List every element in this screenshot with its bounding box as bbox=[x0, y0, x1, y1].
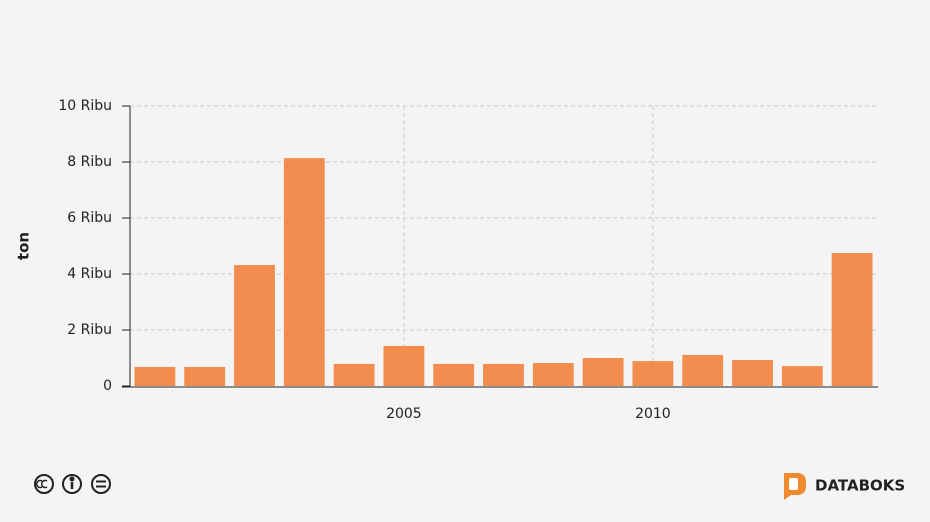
bar bbox=[682, 354, 724, 386]
bar bbox=[184, 366, 226, 386]
y-tick-label: 6 Ribu bbox=[67, 210, 112, 226]
bar bbox=[582, 358, 624, 386]
x-tick-label: 2005 bbox=[386, 406, 422, 422]
bars bbox=[134, 158, 873, 386]
bar bbox=[532, 363, 574, 386]
bar bbox=[333, 363, 375, 386]
bar bbox=[483, 363, 524, 386]
bar bbox=[134, 366, 176, 386]
brand-name: DATABOKS bbox=[815, 477, 905, 495]
bar bbox=[781, 366, 823, 386]
y-tick-label: 0 bbox=[103, 378, 112, 394]
brand-logo bbox=[784, 473, 806, 500]
bar bbox=[383, 345, 425, 386]
license-icons bbox=[34, 474, 111, 494]
y-tick-label: 2 Ribu bbox=[67, 322, 112, 338]
bar bbox=[433, 363, 475, 386]
bar bbox=[632, 361, 674, 386]
x-tick-label: 2010 bbox=[635, 406, 671, 422]
y-tick-label: 10 Ribu bbox=[58, 98, 112, 114]
bar bbox=[234, 265, 275, 386]
bar bbox=[831, 253, 873, 386]
bar bbox=[283, 158, 325, 386]
y-tick-label: 8 Ribu bbox=[67, 154, 112, 170]
bar bbox=[732, 359, 773, 386]
y-tick-label: 4 Ribu bbox=[67, 266, 112, 282]
y-axis-title: ton bbox=[15, 232, 33, 260]
grid bbox=[130, 105, 877, 386]
